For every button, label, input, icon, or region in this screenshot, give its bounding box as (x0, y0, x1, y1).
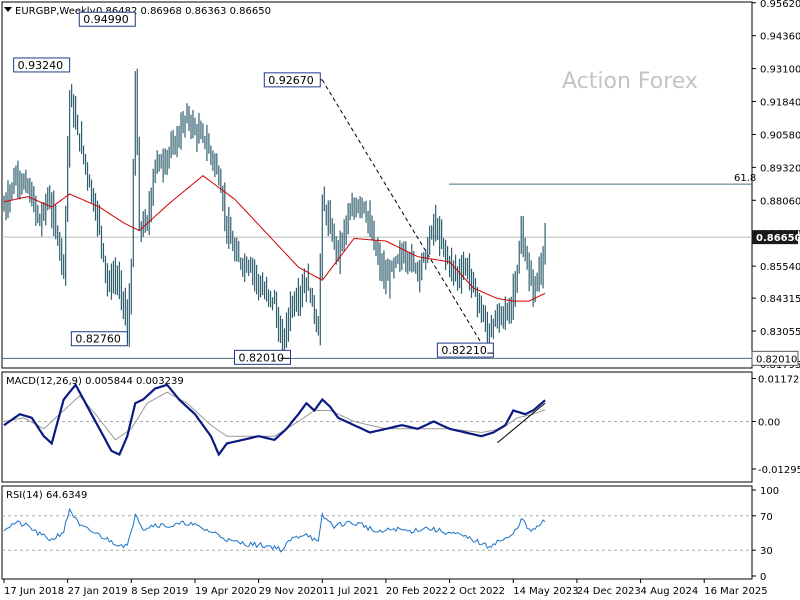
header-symbol: EURGBP,Weekly (15, 6, 96, 17)
moving-average-line (3, 175, 546, 302)
price-axis-label: 0.91840 (760, 98, 800, 109)
macd-axis-label: 0.011727 (758, 375, 800, 386)
macd-layer (2, 382, 752, 457)
current-price-badge (752, 230, 798, 245)
price-axis-label: 0.89320 (760, 163, 800, 174)
rsi-layer (2, 507, 752, 553)
price-axis-label: 0.85540 (760, 262, 800, 273)
macd-trendline (497, 402, 546, 444)
rsi-axis-label: 100 (760, 486, 779, 497)
price-axis-label: 0.83055 (760, 327, 800, 338)
low-level-label: 0.82010 (756, 354, 797, 365)
fib-label: 61.8 (734, 173, 756, 184)
annotation-box (436, 342, 494, 358)
price-annotation: 0.92670 (263, 72, 323, 88)
annotation-box (13, 57, 71, 73)
macd-axis-label: 0.00 (758, 418, 780, 429)
annotation-box (78, 11, 136, 27)
axis-layer: 0.95620 0.94360 0.93100 0.91840 0.90580 0.893… (3, 0, 800, 597)
price-annotation: 0.82010 (234, 349, 292, 365)
price-axis-label: 0.88060 (760, 196, 800, 207)
dropdown-triangle-icon[interactable] (4, 7, 12, 12)
rsi-line (3, 507, 546, 553)
time-axis-label: 4 Aug 2024 (641, 586, 699, 597)
rsi-axis-label: 70 (760, 512, 773, 523)
annotation-label: 0.93240 (18, 59, 64, 72)
time-axis-label: 8 Sep 2019 (131, 586, 188, 597)
price-annotation: 0.82760 (70, 331, 128, 347)
time-axis-label: 20 Feb 2022 (386, 586, 448, 597)
watermark: Action Forex (562, 69, 698, 94)
annotation-label: 0.82210 (441, 344, 487, 357)
time-axis-label: 29 Nov 2020 (259, 586, 323, 597)
annotation-box (70, 331, 128, 347)
annotation-label: 0.92670 (268, 74, 314, 87)
price-axis-label: 0.95620 (760, 0, 800, 10)
annotation-label: 0.82760 (75, 333, 121, 346)
time-axis-label: 16 Mar 2025 (704, 586, 767, 597)
price-panel-frame (1, 1, 753, 369)
price-axis-label: 0.84315 (760, 294, 800, 305)
price-annotation: 0.93240 (13, 57, 71, 73)
time-axis-label: 14 May 2023 (513, 586, 578, 597)
header-ohlc: 0.86482 0.86968 0.86363 0.86650 (96, 6, 271, 17)
price-trendline (321, 79, 488, 354)
time-axis-label: 17 Jun 2018 (4, 586, 64, 597)
price-axis-label: 0.93100 (760, 65, 800, 76)
low-level-badge (751, 350, 799, 366)
rsi-axis-label: 30 (760, 546, 773, 557)
annotation-label: 0.82010 (239, 351, 285, 364)
label-layer: 0.93240 0.94990 0.82760 0.82010 0.92670 0.822… (13, 11, 800, 366)
macd-title: MACD(12,26,9) 0.005844 0.003239 (6, 376, 184, 387)
price-axis-label: 0.90580 (760, 130, 800, 141)
time-axis-label: 27 Jan 2019 (68, 586, 128, 597)
time-axis-label: 19 Apr 2020 (195, 586, 257, 597)
current-price-label: 0.86650 (756, 233, 800, 244)
price-annotation: 0.82210 (436, 342, 494, 358)
macd-main-line (3, 382, 546, 457)
rsi-axis-label: 0 (760, 572, 766, 583)
rsi-title: RSI(14) 64.6349 (6, 490, 87, 501)
annotation-label: 0.94990 (83, 13, 128, 26)
time-axis-label: 24 Dec 2023 (577, 586, 641, 597)
rsi-panel-frame (1, 485, 753, 580)
time-axis-label: 11 Jul 2021 (322, 586, 379, 597)
time-axis-label: 2 Oct 2022 (450, 586, 505, 597)
annotation-box (234, 349, 292, 365)
price-axis-label: 0.94360 (760, 32, 800, 43)
price-layer (2, 68, 752, 363)
price-annotation: 0.94990 (78, 11, 136, 27)
